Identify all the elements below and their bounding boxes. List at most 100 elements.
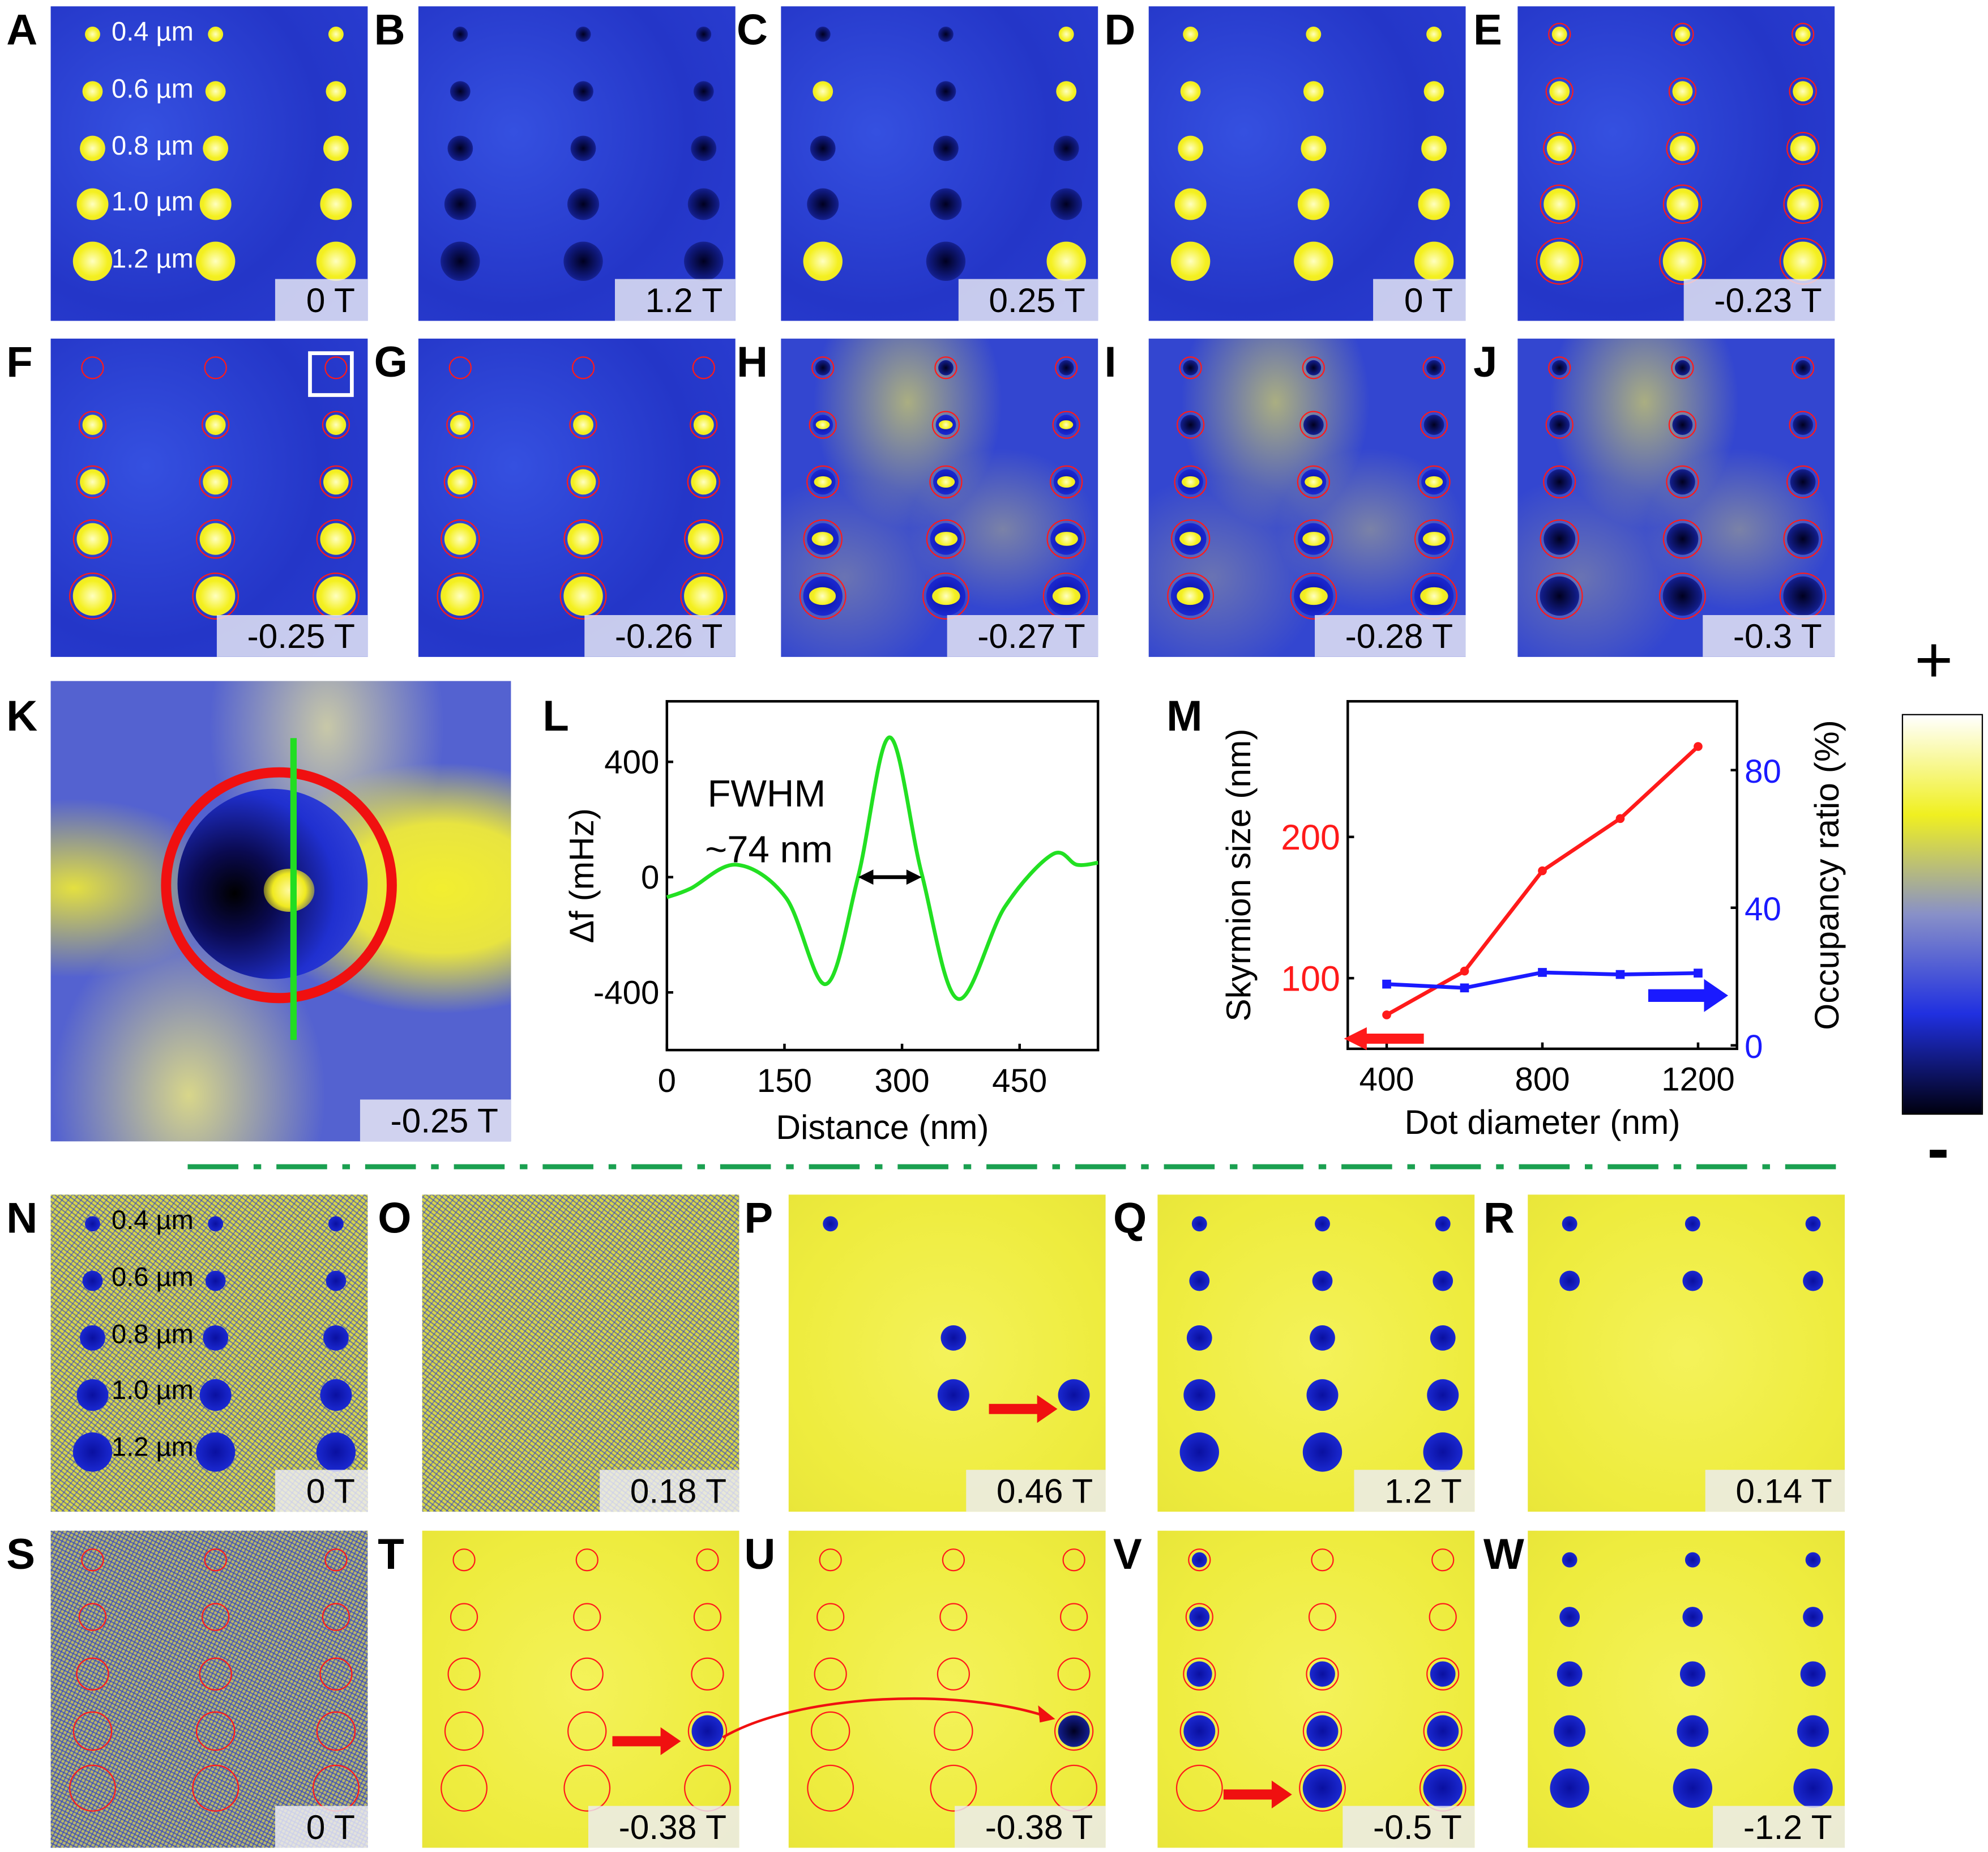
dot: [1553, 1714, 1585, 1747]
dot-outline-ring: [1052, 410, 1080, 439]
dot-outline-ring: [937, 1657, 970, 1690]
field-label: 0.14 T: [1705, 1470, 1845, 1512]
dot-outline-ring: [80, 356, 104, 379]
dot-outline-ring: [1545, 77, 1573, 105]
panel-v-image: -0.5 T: [1157, 1530, 1475, 1848]
dot: [1682, 1270, 1703, 1291]
panel-letter-t: T: [378, 1530, 404, 1579]
dot: [1177, 135, 1203, 161]
dot-outline-ring: [1783, 185, 1823, 224]
chart-l: 0 150 300 450 400 0 -400 Distance (nm) Δf (mHz) F…: [562, 700, 1100, 1146]
dot: [84, 1215, 100, 1231]
dot-outline-ring: [1547, 356, 1571, 379]
dot-outline-ring: [690, 410, 718, 439]
dot-outline-ring: [1059, 1602, 1088, 1631]
field-label: 0.18 T: [600, 1470, 739, 1512]
dot-size-label: 0.4 µm: [112, 18, 194, 48]
dot-outline-ring: [1535, 237, 1583, 285]
red-arrow-icon: [612, 1727, 681, 1756]
dot-outline-ring: [1542, 465, 1576, 498]
dot: [1186, 1324, 1212, 1350]
dot-outline-ring: [195, 519, 236, 559]
dot-outline-ring: [1789, 410, 1817, 439]
dot-outline-ring: [808, 410, 836, 439]
dot: [1556, 1661, 1582, 1687]
dot: [323, 135, 349, 161]
panel-letter-q: Q: [1113, 1194, 1147, 1243]
dot: [1677, 1714, 1709, 1747]
dot-size-label: 1.2 µm: [112, 1433, 194, 1462]
dot-outline-ring: [1419, 1764, 1467, 1811]
dot: [72, 241, 112, 281]
dot-outline-ring: [680, 573, 728, 620]
dot: [205, 81, 226, 102]
y-right-tick-label: 80: [1745, 753, 1781, 790]
dot-outline-ring: [204, 1547, 227, 1571]
dot-outline-ring: [199, 1657, 232, 1690]
panel-letter-s: S: [6, 1530, 35, 1579]
dot-outline-ring: [1783, 519, 1823, 559]
panel-letter-m: M: [1166, 692, 1203, 741]
dot: [1414, 241, 1454, 281]
dot: [328, 27, 344, 42]
dot-outline-ring: [443, 1710, 484, 1751]
fwhm-arrowheads: [858, 869, 922, 885]
y-right-axis-label: Occupancy ratio (%): [1807, 720, 1846, 1030]
dot-outline-ring: [324, 1547, 348, 1571]
dot: [935, 81, 956, 102]
x-tick-label: 450: [992, 1062, 1047, 1099]
dot: [1673, 1768, 1713, 1807]
plot-frame: [665, 700, 1100, 1052]
dot: [1179, 81, 1200, 102]
series-line: [666, 735, 1098, 1001]
dot: [822, 1215, 837, 1231]
dot: [567, 189, 600, 221]
y-right-tick-label: 40: [1745, 891, 1781, 928]
dot: [1549, 1768, 1589, 1807]
panel-q-image: 1.2 T: [1157, 1194, 1475, 1512]
dot-outline-ring: [1422, 356, 1446, 379]
dot-outline-ring: [1426, 1657, 1460, 1690]
line-profile-marker: [290, 738, 297, 1040]
field-label: 0 T: [275, 1806, 368, 1848]
panel-letter-c: C: [736, 6, 768, 55]
annotation-fwhm-value: ~74 nm: [705, 829, 833, 871]
dot-outline-ring: [563, 1764, 611, 1811]
dot-outline-ring: [1431, 1547, 1455, 1571]
dot: [1170, 241, 1210, 281]
dot-outline-ring: [691, 1657, 724, 1690]
dot-outline-ring: [324, 356, 348, 379]
dot: [328, 1215, 344, 1231]
dot: [1058, 1379, 1090, 1410]
dot-outline-ring: [1545, 410, 1573, 439]
dot: [320, 189, 352, 221]
chart-m: 400 800 1200 100 200 0 40 80 Dot diameter (nm) Sk…: [1219, 700, 1846, 1141]
dot-outline-ring: [1302, 356, 1325, 379]
dot-outline-ring: [1786, 465, 1820, 498]
dot-outline-ring: [1050, 1764, 1098, 1811]
panel-letter-d: D: [1104, 6, 1136, 55]
dot-outline-ring: [1417, 465, 1451, 498]
dot-outline-ring: [322, 410, 350, 439]
section-divider: [187, 1164, 1846, 1170]
y-tick-label: 400: [604, 744, 659, 780]
dot: [195, 241, 236, 281]
dot-outline-ring: [810, 356, 834, 379]
dot: [1191, 1215, 1207, 1231]
left-axis-arrow-icon: [1344, 1027, 1424, 1051]
y-left-tick-label: 200: [1281, 818, 1340, 857]
panel-p-image: 0.46 T: [788, 1194, 1106, 1512]
dot: [1183, 1379, 1215, 1410]
dot-outline-ring: [569, 410, 597, 439]
dot: [76, 189, 108, 221]
dot: [199, 1379, 232, 1410]
dot-outline-ring: [1055, 356, 1078, 379]
dot: [326, 1270, 347, 1291]
field-label: -0.23 T: [1683, 279, 1835, 321]
dot-outline-ring: [1662, 185, 1703, 224]
dot-outline-ring: [316, 519, 356, 559]
dot: [76, 1379, 108, 1410]
dot: [687, 189, 720, 221]
annotation-fwhm: FWHM: [707, 773, 826, 815]
dot-outline-ring: [443, 465, 476, 498]
